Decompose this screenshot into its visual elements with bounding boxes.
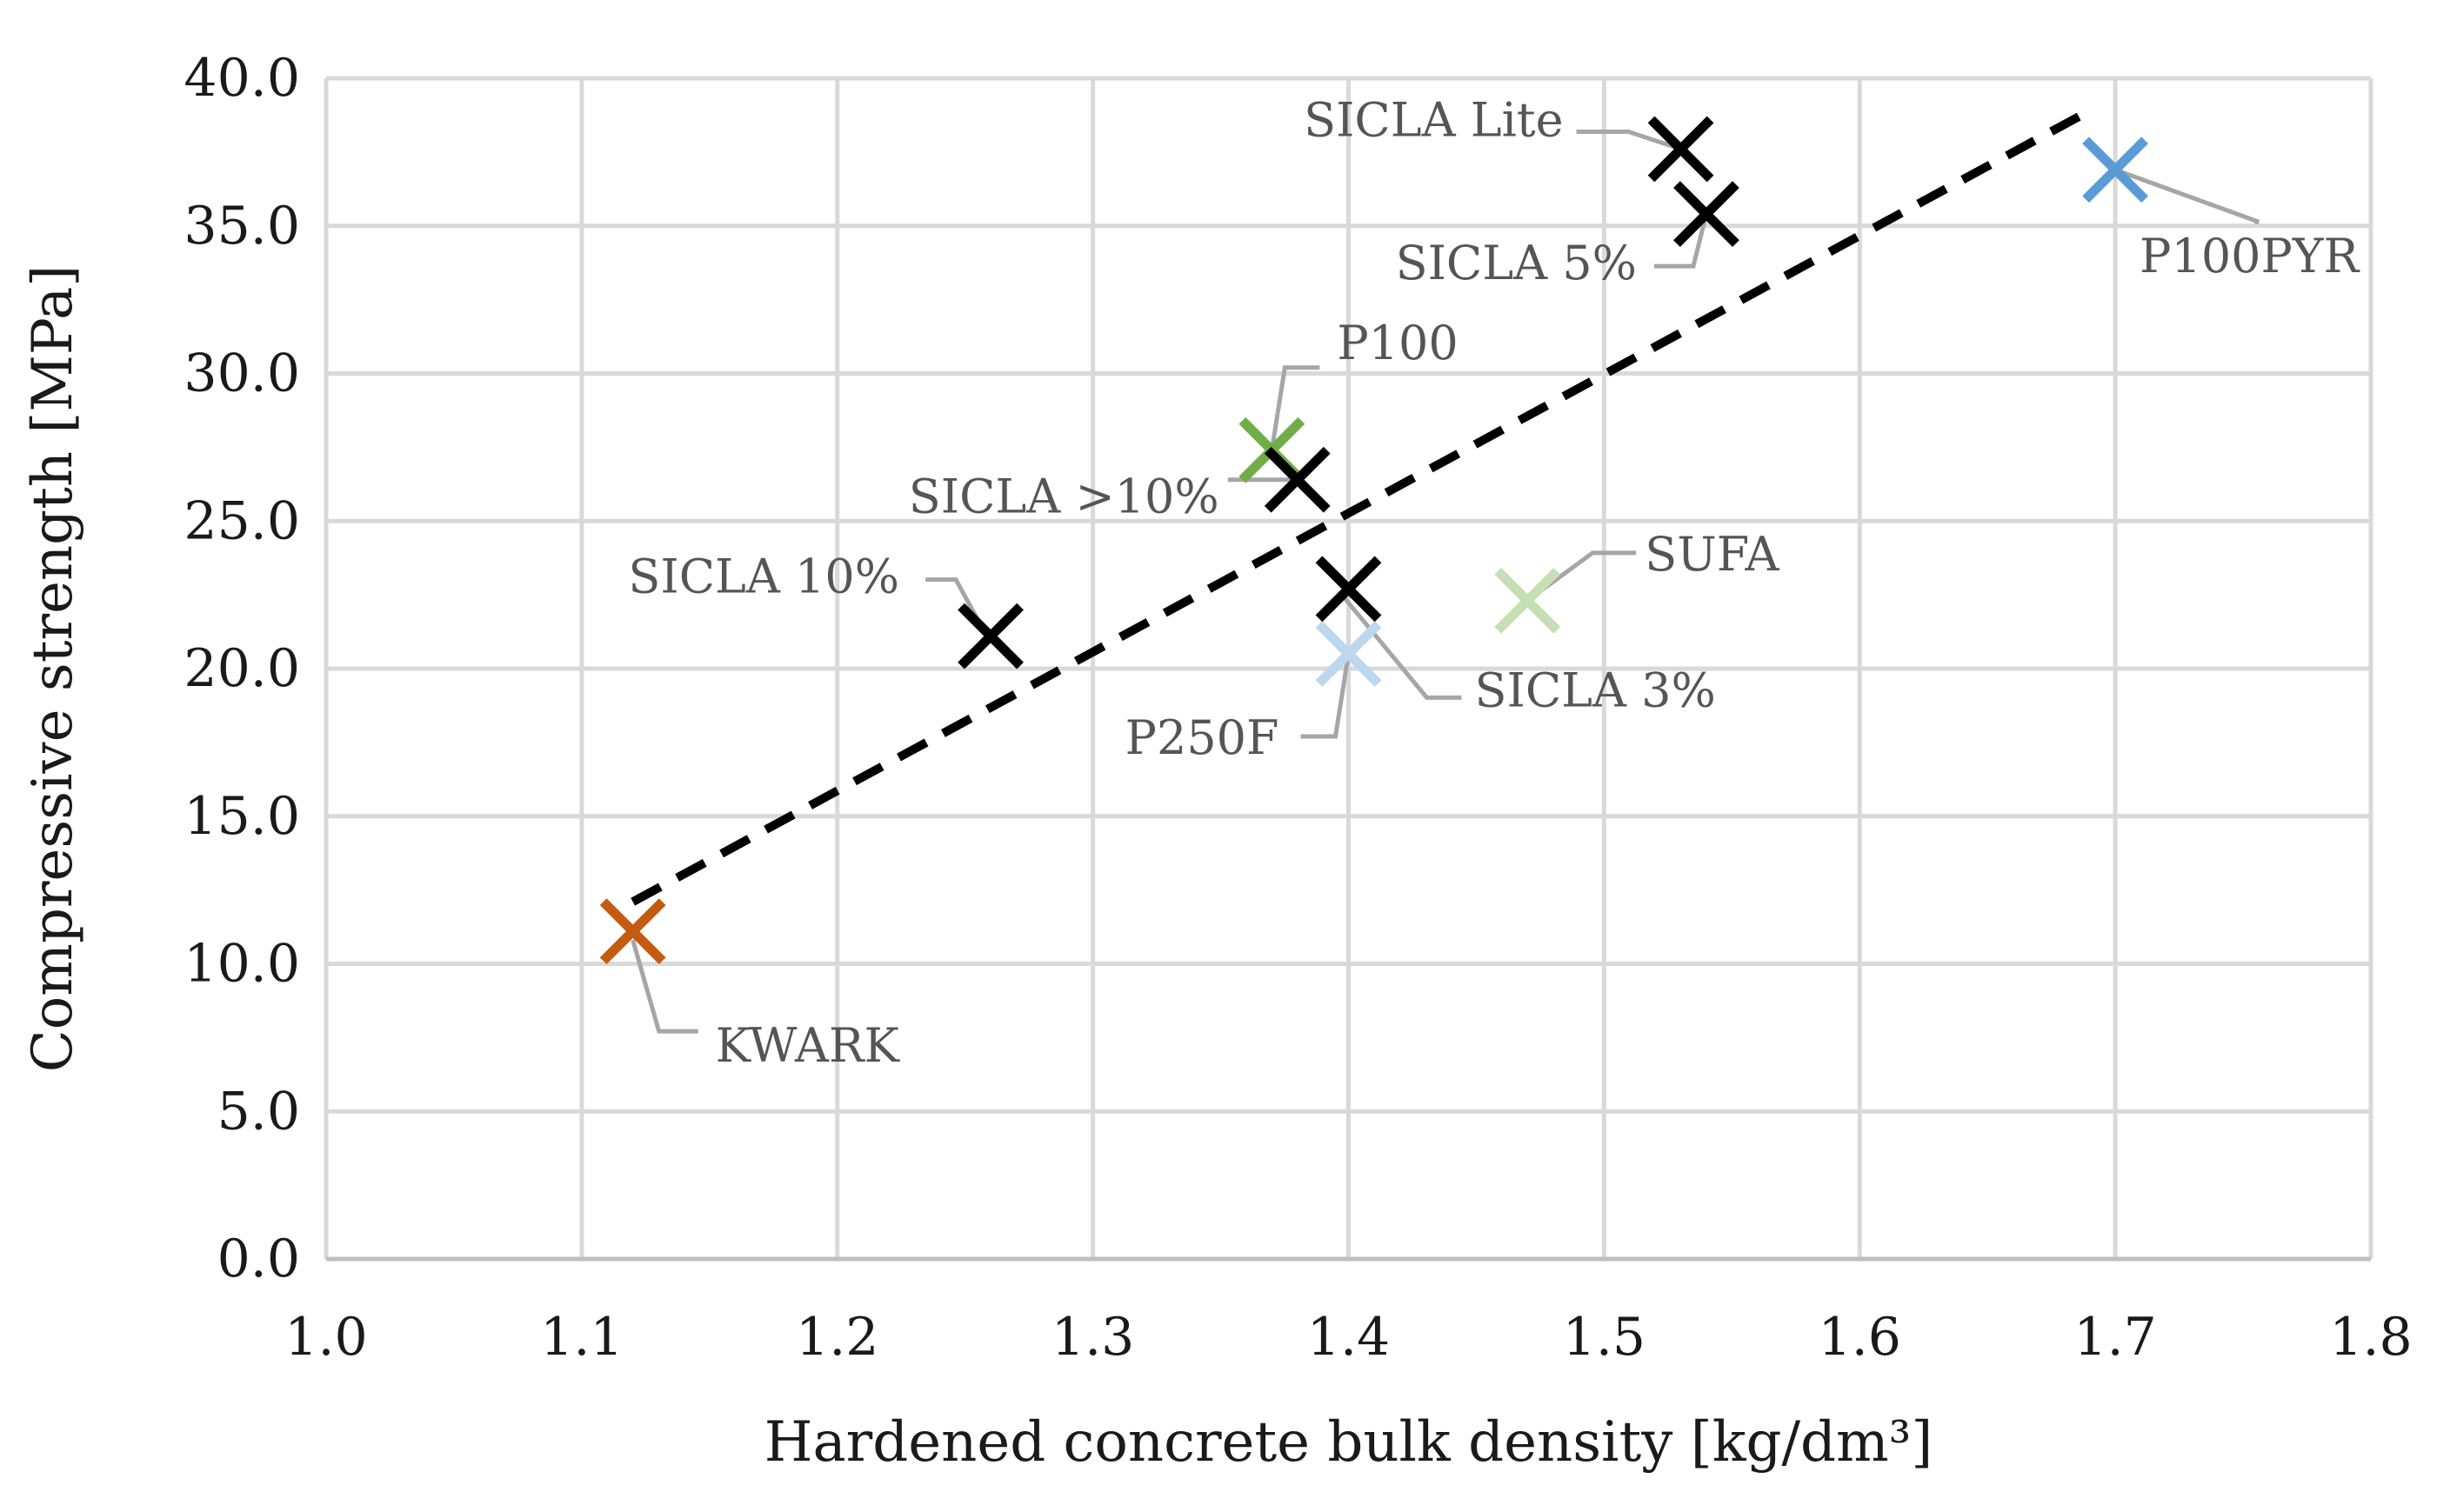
trendline bbox=[631, 106, 2093, 906]
marker-stroke bbox=[1494, 568, 1561, 634]
x-tick-labels: 1.0 1.1 1.2 1.3 1.4 1.5 1.6 1.7 1.8 bbox=[284, 1307, 2412, 1368]
point-label: SICLA 3% bbox=[1475, 663, 1716, 717]
marker-sufa bbox=[1494, 568, 1561, 634]
y-tick-label: 20.0 bbox=[184, 638, 300, 699]
x-tick-label: 1.6 bbox=[1819, 1307, 1901, 1368]
leader-line bbox=[1300, 653, 1351, 739]
point-label: SICLA 5% bbox=[1396, 236, 1637, 290]
marker-stroke bbox=[599, 898, 666, 965]
y-tick-label: 30.0 bbox=[184, 343, 300, 404]
leader-line bbox=[1525, 550, 1637, 603]
data-markers bbox=[599, 116, 2149, 965]
point-label: SUFA bbox=[1645, 527, 1779, 582]
x-tick-label: 1.0 bbox=[284, 1307, 367, 1368]
marker-stroke bbox=[2082, 137, 2149, 203]
point-label: P250F bbox=[1125, 710, 1279, 765]
leader-line bbox=[1576, 129, 1682, 151]
y-tick-label: 15.0 bbox=[184, 786, 300, 847]
leader-line bbox=[925, 577, 985, 629]
x-axis-title: Hardened concrete bulk density [kg/dm³] bbox=[764, 1410, 1933, 1475]
y-tick-label: 10.0 bbox=[184, 934, 300, 995]
point-label: SICLA 10% bbox=[628, 550, 899, 604]
point-label: SICLA >10% bbox=[909, 470, 1219, 524]
grid-lines bbox=[324, 76, 2373, 1259]
x-tick-label: 1.7 bbox=[2073, 1307, 2156, 1368]
marker-sicla-lite bbox=[1647, 116, 1714, 183]
marker-stroke bbox=[1673, 181, 1739, 248]
marker-kwark bbox=[599, 898, 666, 965]
leader-line bbox=[1269, 365, 1320, 451]
marker-sicla-10- bbox=[958, 603, 1024, 669]
point-label: P100PYR bbox=[2140, 229, 2360, 283]
y-tick-labels: 0.0 5.0 10.0 15.0 20.0 25.0 30.0 35.0 40.0 bbox=[184, 48, 300, 1289]
leader-line bbox=[1653, 213, 1709, 269]
marker-sicla-10- bbox=[1264, 446, 1331, 513]
marker-sicla-3- bbox=[1315, 556, 1382, 623]
x-tick-label: 1.2 bbox=[796, 1307, 878, 1368]
leader-line bbox=[631, 939, 698, 1034]
leader-line bbox=[1342, 596, 1462, 700]
point-label: SICLA Lite bbox=[1304, 92, 1563, 147]
point-labels: KWARK SICLA 10% P100 SICLA >10% P250F SICLA 3… bbox=[628, 92, 2360, 1073]
y-tick-label: 40.0 bbox=[184, 48, 300, 109]
x-tick-label: 1.4 bbox=[1307, 1307, 1390, 1368]
x-tick-label: 1.8 bbox=[2329, 1307, 2412, 1368]
marker-stroke bbox=[958, 603, 1024, 669]
x-tick-label: 1.5 bbox=[1563, 1307, 1646, 1368]
leader-line bbox=[2114, 167, 2260, 224]
marker-stroke bbox=[1315, 621, 1382, 687]
marker-p100pyr bbox=[2082, 137, 2149, 203]
marker-p250f bbox=[1315, 621, 1382, 687]
point-label: P100 bbox=[1337, 316, 1458, 370]
x-tick-label: 1.1 bbox=[540, 1307, 623, 1368]
y-tick-label: 0.0 bbox=[217, 1229, 300, 1289]
y-axis-title: Compressive strength [MPa] bbox=[21, 265, 85, 1072]
marker-stroke bbox=[1264, 446, 1331, 513]
y-tick-label: 5.0 bbox=[217, 1081, 300, 1142]
point-label: KWARK bbox=[716, 1018, 901, 1073]
marker-sicla-5- bbox=[1673, 181, 1739, 248]
y-tick-label: 25.0 bbox=[184, 490, 300, 551]
y-tick-label: 35.0 bbox=[184, 196, 300, 256]
marker-stroke bbox=[1647, 116, 1714, 183]
marker-stroke bbox=[1315, 556, 1382, 623]
x-tick-label: 1.3 bbox=[1051, 1307, 1134, 1368]
